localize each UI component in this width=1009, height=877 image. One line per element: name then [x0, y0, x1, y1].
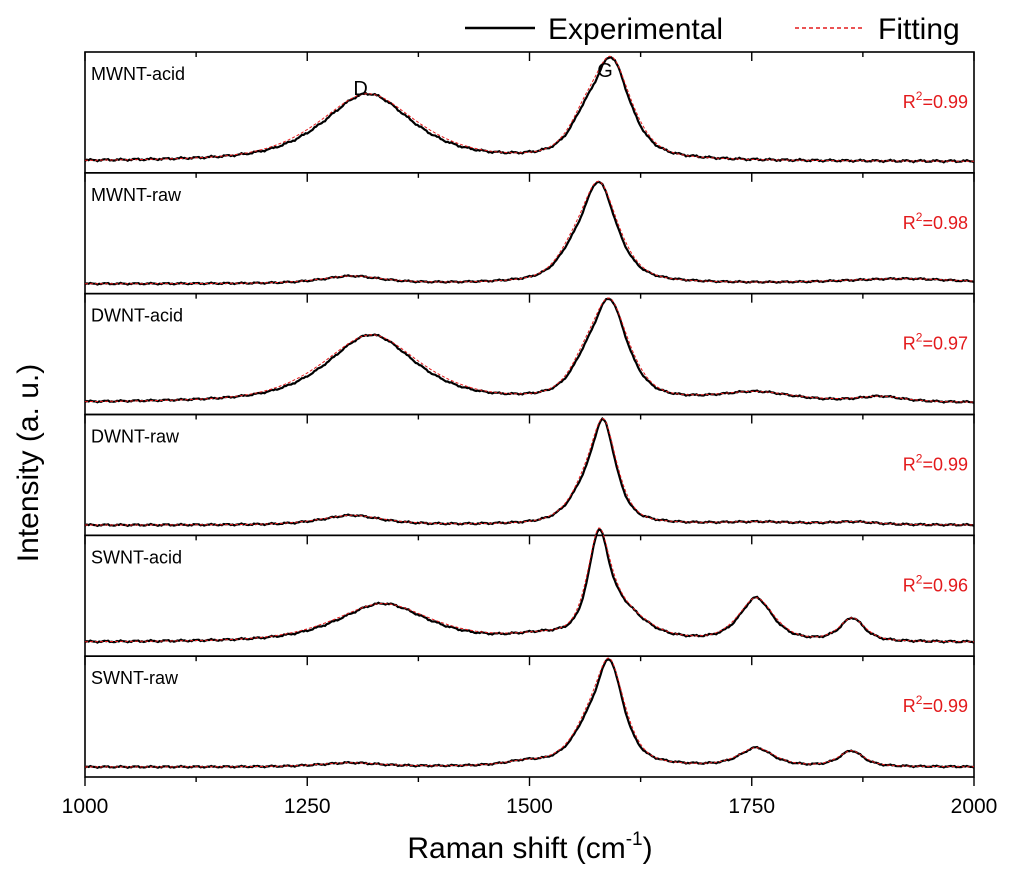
r2-sup: 2: [916, 89, 923, 103]
panel-frame: [84, 534, 975, 657]
y-axis-label: Intensity (a. u.): [12, 364, 45, 562]
x-axis-label-main: Raman shift (cm: [407, 832, 625, 865]
x-tick-label: 1000: [62, 795, 109, 818]
fitting-line: [84, 55, 974, 162]
peak-label-g: G: [597, 60, 613, 82]
r2-value: =0.98: [922, 213, 968, 233]
panel-swnt-raw: SWNT-raw R2=0.99: [84, 655, 975, 786]
panel-name: SWNT-raw: [91, 668, 179, 688]
x-tick-label: 1250: [284, 795, 331, 818]
legend-fitting-label: Fitting: [878, 13, 960, 46]
fitting-line: [85, 180, 974, 285]
x-axis-label-sup: -1: [626, 829, 643, 850]
r-squared-label: R2=0.96: [903, 572, 968, 595]
panel-mwnt-raw: MWNT-raw R2=0.98: [84, 172, 975, 295]
r-squared-label: R2=0.99: [903, 452, 968, 475]
r2-prefix: R: [903, 334, 916, 354]
panel-mwnt-acid: MWNT-acid R2=0.99: [84, 51, 975, 174]
x-tick-label: 1750: [728, 795, 775, 818]
panel-swnt-acid: SWNT-acid R2=0.96: [84, 527, 975, 657]
fitting-line: [85, 297, 974, 403]
panel-frame: [84, 51, 975, 174]
r2-value: =0.96: [922, 575, 968, 595]
panel-name: MWNT-acid: [91, 64, 185, 84]
experimental-line: [84, 56, 975, 164]
panel-name: SWNT-acid: [91, 547, 182, 567]
x-tick-label: 1500: [506, 795, 553, 818]
panel-dwnt-raw: DWNT-raw R2=0.99: [84, 413, 975, 537]
panel-name: DWNT-raw: [91, 427, 180, 447]
x-axis-label-close: ): [643, 832, 653, 865]
r2-value: =0.97: [922, 334, 968, 354]
fitting-line: [85, 417, 974, 526]
r-squared-label: R2=0.99: [903, 693, 968, 716]
r-squared-label: R2=0.98: [903, 210, 968, 233]
r2-value: =0.99: [922, 696, 968, 716]
r2-prefix: R: [903, 696, 916, 716]
r2-prefix: R: [903, 575, 916, 595]
panel-frame: [84, 413, 975, 537]
peak-label-d: D: [353, 78, 367, 100]
panel-dwnt-acid: DWNT-acid R2=0.97: [84, 292, 975, 416]
r2-prefix: R: [903, 213, 916, 233]
r2-sup: 2: [916, 210, 923, 224]
experimental-line: [84, 528, 975, 644]
r-squared-label: R2=0.97: [903, 331, 968, 354]
experimental-line: [84, 297, 975, 404]
legend: Experimental Fitting: [465, 13, 960, 46]
x-axis-label: Raman shift (cm-1): [407, 829, 652, 865]
panel-name: DWNT-acid: [91, 306, 183, 326]
r2-sup: 2: [916, 331, 923, 345]
r2-prefix: R: [903, 92, 916, 112]
fitting-line: [85, 657, 974, 768]
experimental-line: [84, 658, 975, 770]
panels: MWNT-acidR2=0.99MWNT-rawR2=0.98DWNT-acid…: [84, 51, 975, 786]
r2-value: =0.99: [922, 455, 968, 475]
x-tick-label: 2000: [951, 795, 998, 818]
r2-sup: 2: [916, 693, 923, 707]
experimental-line: [84, 180, 975, 286]
panel-name: MWNT-raw: [91, 185, 182, 205]
r2-sup: 2: [916, 452, 923, 466]
r2-value: =0.99: [922, 92, 968, 112]
r2-sup: 2: [916, 572, 923, 586]
panel-frame: [84, 292, 975, 416]
fitting-line: [85, 527, 974, 643]
experimental-line: [84, 416, 975, 528]
r2-prefix: R: [903, 455, 916, 475]
x-tick-labels: 1000 1250 1500 1750 2000: [62, 795, 998, 818]
legend-experimental-label: Experimental: [548, 13, 723, 46]
r-squared-label: R2=0.99: [903, 89, 968, 112]
